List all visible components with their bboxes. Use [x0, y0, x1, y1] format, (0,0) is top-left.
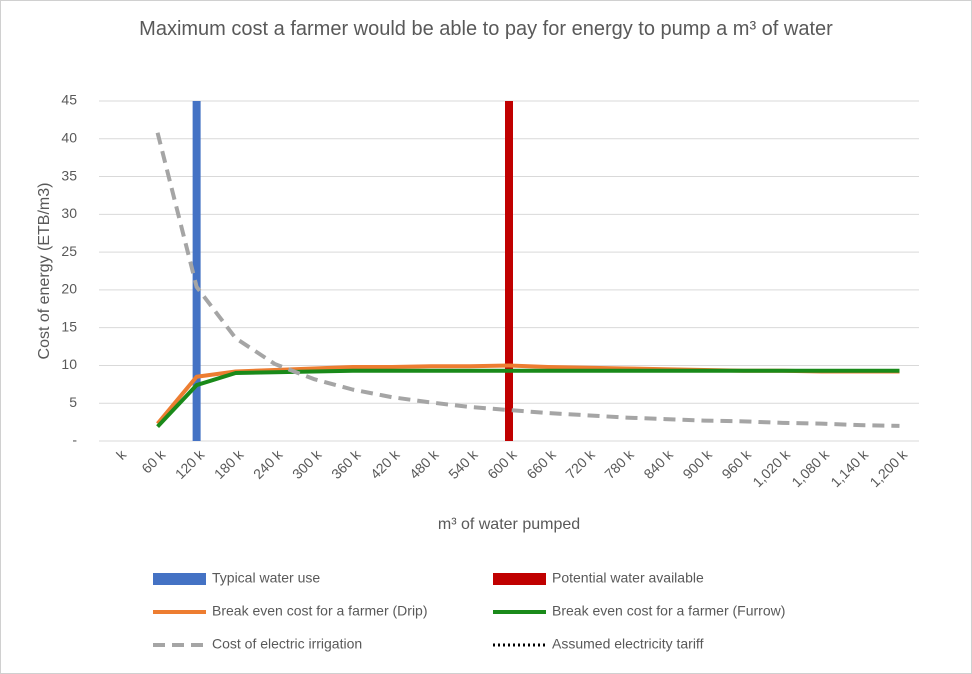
- x-tick-label: 480 k: [406, 446, 442, 482]
- x-axis-label: m³ of water pumped: [438, 516, 580, 533]
- y-tick-label: 45: [61, 92, 77, 108]
- y-tick-label: 25: [61, 243, 77, 259]
- x-tick-label: 1,020 k: [749, 446, 793, 490]
- legend-label: Assumed electricity tariff: [552, 636, 704, 652]
- x-tick-label: 240 k: [250, 446, 286, 482]
- y-tick-label: 10: [61, 356, 77, 372]
- x-tick-label: 600 k: [484, 446, 520, 482]
- x-tick-label: 840 k: [640, 446, 676, 482]
- y-tick-label: 30: [61, 205, 77, 221]
- legend-label: Break even cost for a farmer (Drip): [212, 603, 428, 619]
- y-tick-label: 5: [69, 394, 77, 410]
- x-tick-label: 960 k: [718, 446, 754, 482]
- x-tick-label: 300 k: [289, 446, 325, 482]
- legend-swatch: [153, 573, 206, 585]
- bar: [505, 101, 513, 441]
- y-axis-label: Cost of energy (ETB/m3): [36, 183, 53, 360]
- chart-title: Maximum cost a farmer would be able to p…: [139, 18, 833, 40]
- x-tick-label: 780 k: [601, 446, 637, 482]
- x-tick-label: 900 k: [679, 446, 715, 482]
- x-tick-label: 1,140 k: [827, 446, 871, 490]
- y-tick-label: 20: [61, 281, 77, 297]
- x-tick-label: 720 k: [562, 446, 598, 482]
- x-tick-label: 1,080 k: [788, 446, 832, 490]
- legend-swatch: [493, 573, 546, 585]
- x-tick-label: 420 k: [367, 446, 403, 482]
- x-tick-label: 1,200 k: [866, 446, 910, 490]
- x-tick-label: k: [113, 446, 130, 463]
- legend-label: Potential water available: [552, 570, 704, 586]
- y-tick-label: 15: [61, 318, 77, 334]
- y-tick-label: 40: [61, 129, 77, 145]
- x-tick-label: 540 k: [445, 446, 481, 482]
- legend-label: Cost of electric irrigation: [212, 636, 362, 652]
- line-series: [155, 132, 900, 428]
- y-tick-label: 35: [61, 167, 77, 183]
- bar: [192, 101, 201, 441]
- line-series: [156, 368, 900, 429]
- x-tick-label: 660 k: [523, 446, 559, 482]
- y-tick-label: -: [72, 432, 77, 448]
- x-tick-label: 180 k: [211, 446, 247, 482]
- x-tick-label: 360 k: [328, 446, 364, 482]
- legend-label: Break even cost for a farmer (Furrow): [552, 603, 785, 619]
- x-tick-label: 60 k: [138, 446, 169, 477]
- legend-label: Typical water use: [212, 570, 320, 586]
- x-tick-label: 120 k: [172, 446, 208, 482]
